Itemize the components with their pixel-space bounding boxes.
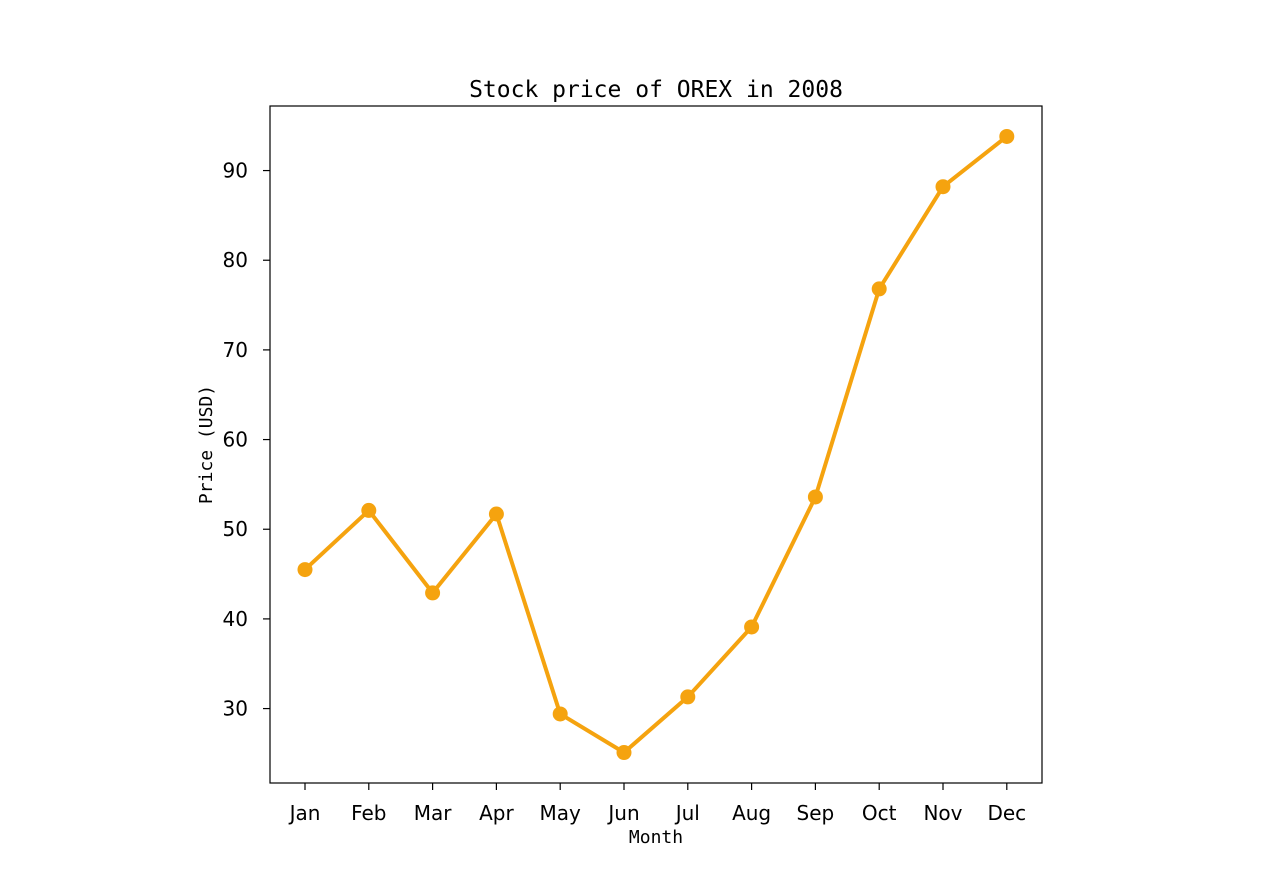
data-point (935, 179, 951, 195)
x-tick-label: Dec (987, 801, 1026, 825)
x-tick-label: May (540, 801, 582, 825)
data-point (297, 562, 313, 578)
x-tick-label: Oct (862, 801, 897, 825)
y-axis-label: Price (USD) (196, 385, 217, 504)
data-point (616, 745, 632, 761)
y-tick-label: 40 (223, 607, 248, 631)
x-axis-label: Month (629, 827, 683, 848)
data-point (680, 689, 696, 705)
x-tick-label: Feb (351, 801, 386, 825)
x-tick-label: Aug (732, 801, 771, 825)
y-tick-label: 60 (223, 428, 248, 452)
chart-title: Stock price of OREX in 2008 (469, 77, 843, 103)
y-axis: 30 40 50 60 70 80 90 (223, 159, 270, 721)
data-point (744, 619, 760, 635)
data-point (488, 506, 504, 522)
data-point (425, 585, 441, 601)
x-tick-label: Jun (606, 801, 639, 825)
x-tick-label: Nov (923, 801, 962, 825)
plot-area (269, 105, 1043, 784)
x-axis: Jan Feb Mar Apr May Jun Jul Aug Sep Oct Nov Dec (288, 783, 1026, 825)
data-point (871, 281, 887, 297)
x-tick-label: Jan (288, 801, 321, 825)
series-layer (297, 128, 1015, 761)
x-tick-label: Jul (674, 801, 700, 825)
x-tick-label: Sep (797, 801, 835, 825)
data-point (552, 706, 568, 722)
y-tick-label: 90 (223, 159, 248, 183)
y-tick-label: 80 (223, 248, 248, 272)
x-tick-label: Apr (479, 801, 514, 825)
y-tick-label: 70 (223, 338, 248, 362)
x-tick-label: Mar (414, 801, 453, 825)
series-line (303, 134, 1009, 755)
y-tick-label: 30 (223, 697, 248, 721)
data-point (807, 489, 823, 505)
y-tick-label: 50 (223, 517, 248, 541)
data-point (361, 502, 377, 518)
data-point (999, 128, 1015, 144)
